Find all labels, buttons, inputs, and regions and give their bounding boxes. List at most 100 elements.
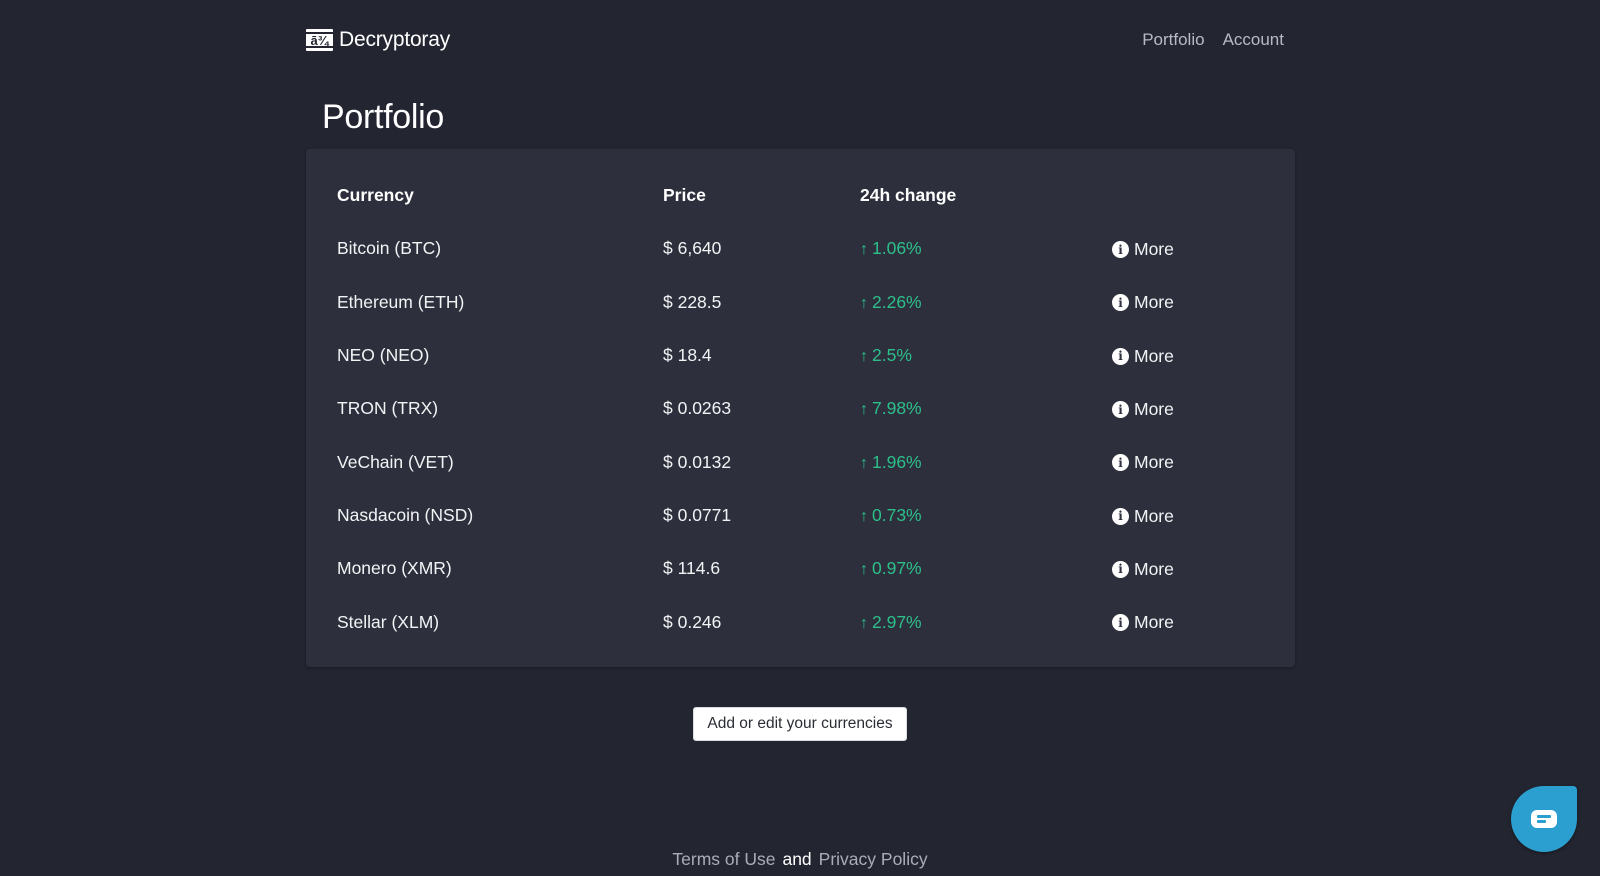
more-label: More	[1134, 558, 1174, 579]
currency-name: Bitcoin (BTC)	[337, 238, 442, 259]
currency-price: $ 0.246	[663, 611, 722, 632]
arrow-up-icon: ↑	[860, 614, 868, 632]
more-button[interactable]: i More	[1112, 346, 1174, 367]
logo-icon: ā¾	[306, 29, 333, 51]
more-button[interactable]: i More	[1112, 506, 1174, 527]
currency-price: $ 18.4	[663, 345, 712, 366]
portfolio-table: Currency Price 24h change Bitcoin (BTC) …	[337, 169, 1237, 649]
arrow-up-icon: ↑	[860, 241, 868, 259]
main-nav: Portfolio Account	[1142, 30, 1284, 50]
currency-name: Ethereum (ETH)	[337, 291, 465, 312]
action-cell: i More	[1112, 595, 1237, 648]
more-button[interactable]: i More	[1112, 292, 1174, 313]
info-icon: i	[1112, 241, 1129, 259]
change-value: 2.5%	[872, 345, 912, 366]
chat-widget-button[interactable]	[1511, 786, 1577, 852]
table-row: VeChain (VET) $ 0.0132 ↑ 1.96% i More	[337, 435, 1237, 488]
change-value: 1.06%	[872, 238, 922, 259]
action-cell: i More	[1112, 489, 1237, 542]
more-label: More	[1134, 505, 1174, 526]
change-cell: ↑ 2.97%	[860, 595, 1112, 648]
column-header-price: Price	[663, 185, 706, 206]
change-value: 7.98%	[872, 398, 922, 419]
portfolio-card: Currency Price 24h change Bitcoin (BTC) …	[306, 149, 1295, 667]
change-value: 0.73%	[872, 504, 922, 525]
currency-name: Monero (XMR)	[337, 558, 452, 579]
nav-link-account[interactable]: Account	[1222, 30, 1284, 49]
footer-and-text: and	[782, 849, 812, 869]
currency-name: Stellar (XLM)	[337, 611, 440, 632]
more-label: More	[1134, 292, 1174, 313]
info-icon: i	[1112, 614, 1129, 632]
info-icon: i	[1112, 560, 1129, 578]
info-icon: i	[1112, 401, 1129, 419]
change-value: 2.97%	[872, 611, 922, 632]
column-header-currency: Currency	[337, 185, 414, 206]
currency-price: $ 0.0771	[663, 504, 732, 525]
page-title: Portfolio	[322, 98, 445, 136]
top-navbar: ā¾ Decryptoray Portfolio Account	[306, 24, 1284, 56]
brand-logo-link[interactable]: ā¾ Decryptoray	[306, 28, 450, 52]
more-label: More	[1134, 345, 1174, 366]
arrow-up-icon: ↑	[860, 454, 868, 472]
info-icon: i	[1112, 294, 1129, 312]
arrow-up-icon: ↑	[860, 561, 868, 579]
nav-link-portfolio[interactable]: Portfolio	[1142, 30, 1205, 49]
more-button[interactable]: i More	[1112, 612, 1174, 633]
info-icon: i	[1112, 507, 1129, 525]
arrow-up-icon: ↑	[860, 294, 868, 312]
table-row: Nasdacoin (NSD) $ 0.0771 ↑ 0.73% i More	[337, 489, 1237, 542]
currency-name: NEO (NEO)	[337, 345, 430, 366]
terms-of-use-link[interactable]: Terms of Use	[672, 849, 776, 869]
more-button[interactable]: i More	[1112, 559, 1174, 580]
more-button[interactable]: i More	[1112, 452, 1174, 473]
table-header-row: Currency Price 24h change	[337, 169, 1237, 222]
currency-price: $ 228.5	[663, 291, 722, 312]
arrow-up-icon: ↑	[860, 401, 868, 419]
currency-price: $ 0.0263	[663, 398, 732, 419]
logo-glyph: ā¾	[310, 33, 329, 48]
change-cell: ↑ 2.26%	[860, 276, 1112, 329]
table-row: TRON (TRX) $ 0.0263 ↑ 7.98% i More	[337, 382, 1237, 435]
currency-name: VeChain (VET)	[337, 451, 454, 472]
more-label: More	[1134, 452, 1174, 473]
change-cell: ↑ 2.5%	[860, 329, 1112, 382]
change-cell: ↑ 1.06%	[860, 222, 1112, 275]
currency-name: TRON (TRX)	[337, 398, 439, 419]
chat-icon	[1531, 810, 1557, 828]
more-label: More	[1134, 239, 1174, 260]
table-row: NEO (NEO) $ 18.4 ↑ 2.5% i More	[337, 329, 1237, 382]
action-cell: i More	[1112, 276, 1237, 329]
currency-name: Nasdacoin (NSD)	[337, 504, 474, 525]
arrow-up-icon: ↑	[860, 507, 868, 525]
action-cell: i More	[1112, 542, 1237, 595]
currency-price: $ 6,640	[663, 238, 722, 259]
change-value: 1.96%	[872, 451, 922, 472]
info-icon: i	[1112, 347, 1129, 365]
add-edit-currencies-button[interactable]: Add or edit your currencies	[693, 707, 907, 741]
column-header-actions	[1112, 169, 1237, 222]
change-value: 2.26%	[872, 291, 922, 312]
action-cell: i More	[1112, 222, 1237, 275]
table-row: Stellar (XLM) $ 0.246 ↑ 2.97% i More	[337, 595, 1237, 648]
brand-name: Decryptoray	[339, 28, 451, 51]
privacy-policy-link[interactable]: Privacy Policy	[818, 849, 928, 869]
action-cell: i More	[1112, 382, 1237, 435]
currency-price: $ 0.0132	[663, 451, 732, 472]
change-value: 0.97%	[872, 558, 922, 579]
table-row: Bitcoin (BTC) $ 6,640 ↑ 1.06% i More	[337, 222, 1237, 275]
change-cell: ↑ 7.98%	[860, 382, 1112, 435]
column-header-24h-change: 24h change	[860, 185, 957, 206]
table-row: Monero (XMR) $ 114.6 ↑ 0.97% i More	[337, 542, 1237, 595]
more-label: More	[1134, 399, 1174, 420]
currency-price: $ 114.6	[663, 558, 721, 579]
more-button[interactable]: i More	[1112, 399, 1174, 420]
info-icon: i	[1112, 454, 1129, 472]
change-cell: ↑ 0.73%	[860, 489, 1112, 542]
action-cell: i More	[1112, 329, 1237, 382]
change-cell: ↑ 1.96%	[860, 435, 1112, 488]
change-cell: ↑ 0.97%	[860, 542, 1112, 595]
action-cell: i More	[1112, 435, 1237, 488]
more-button[interactable]: i More	[1112, 239, 1174, 260]
table-row: Ethereum (ETH) $ 228.5 ↑ 2.26% i More	[337, 276, 1237, 329]
